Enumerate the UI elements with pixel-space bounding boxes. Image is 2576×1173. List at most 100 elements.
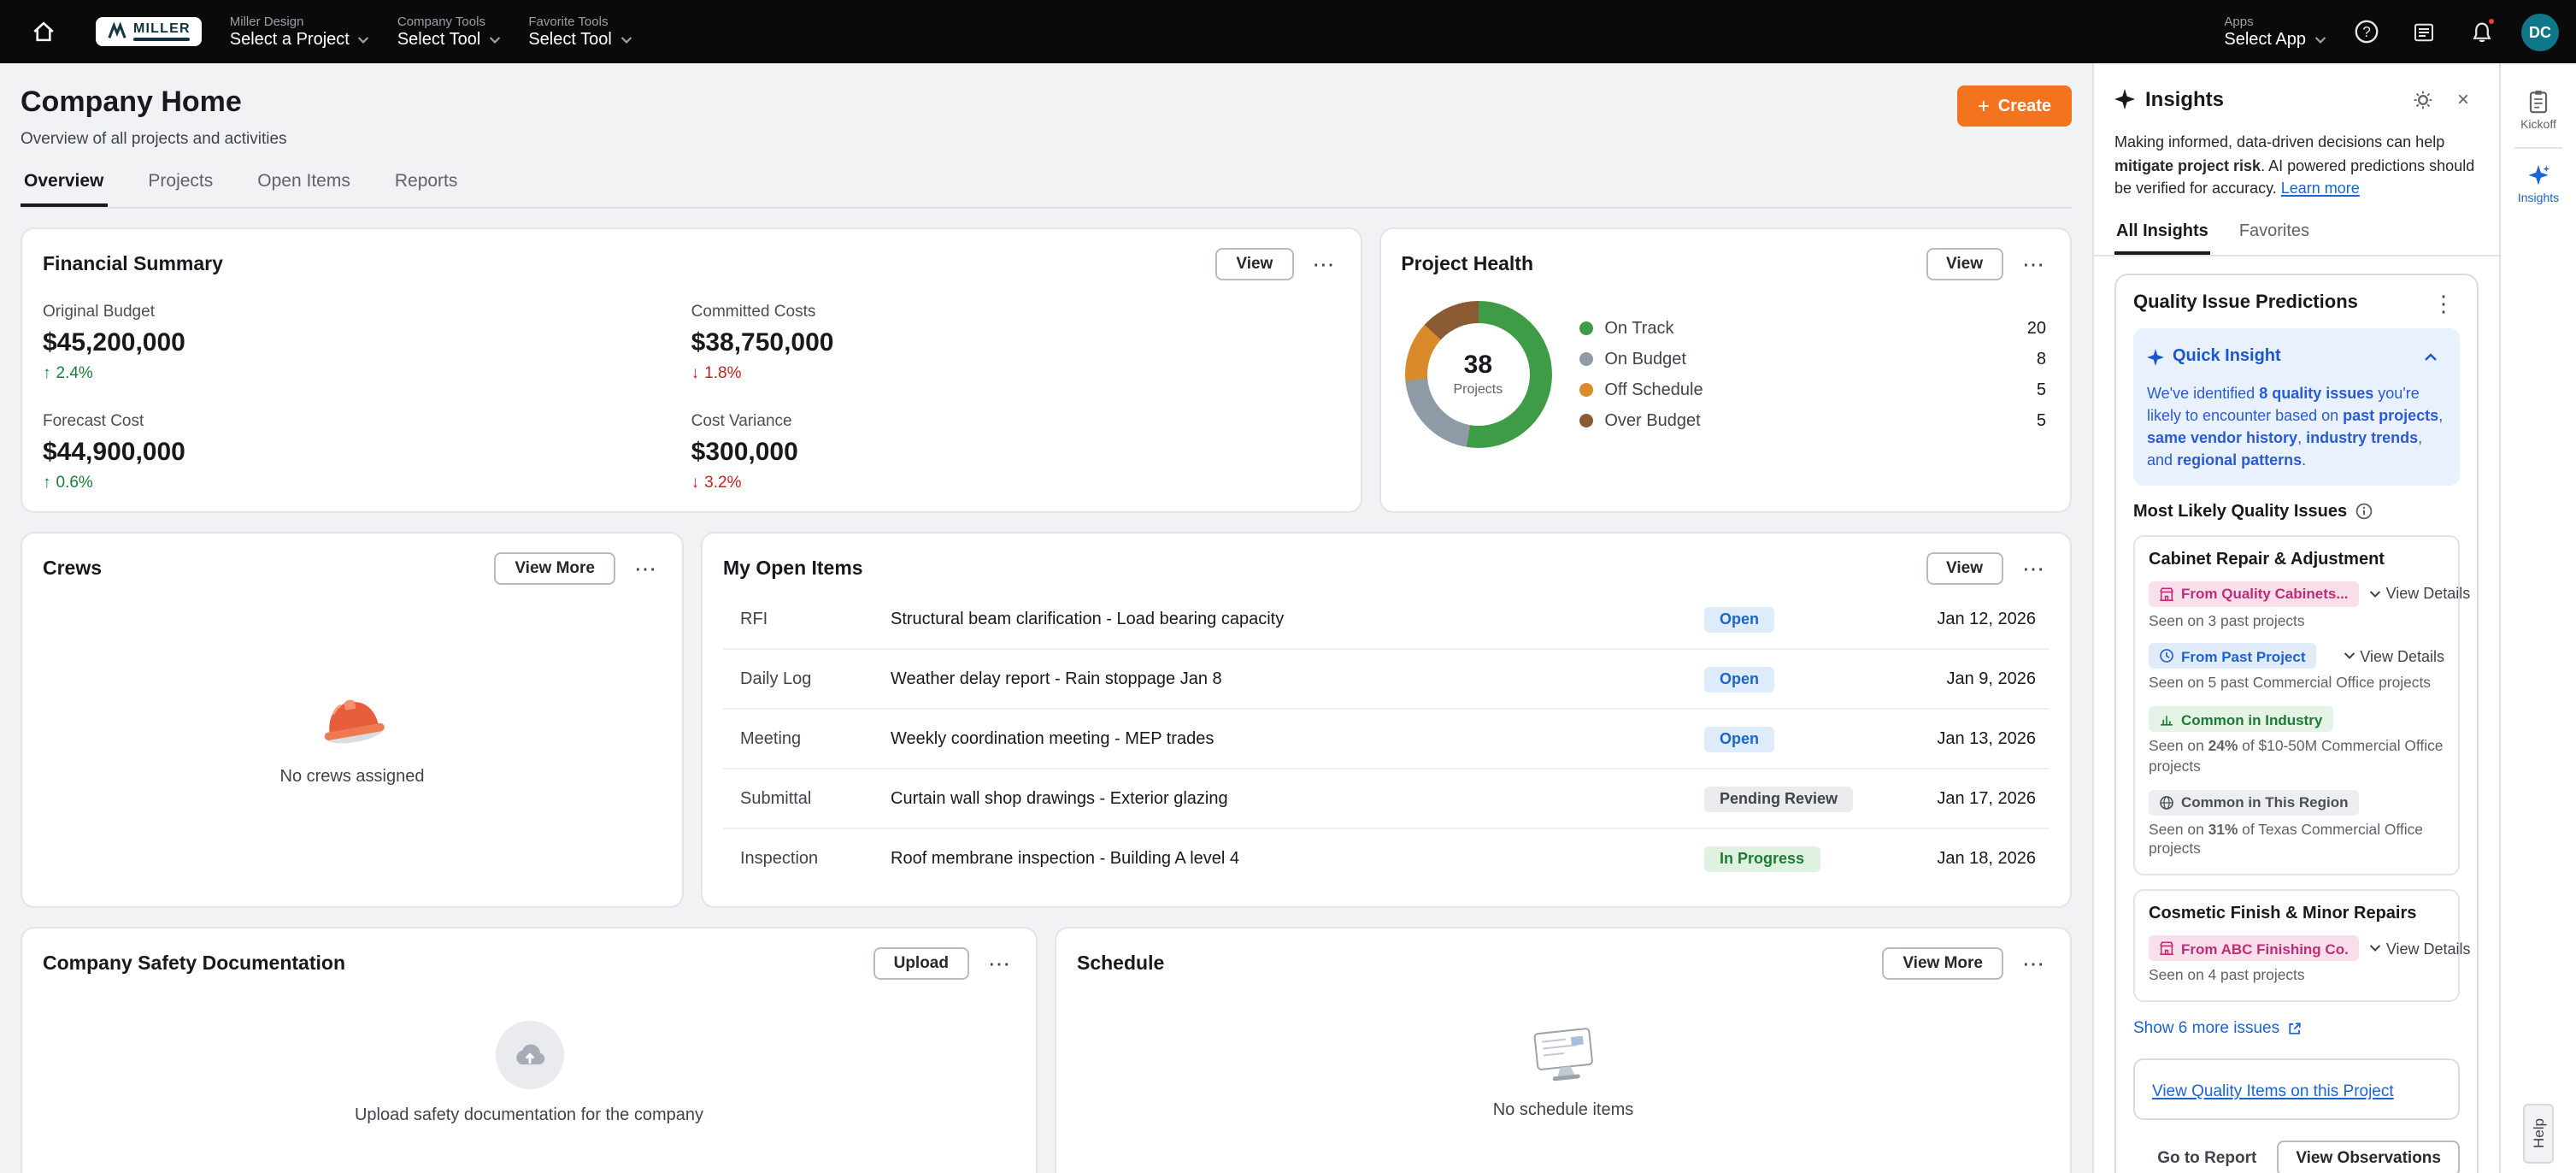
- notifications-button[interactable]: [2463, 13, 2501, 50]
- bar-chart-icon: [2161, 716, 2173, 726]
- crews-card: Crews View More ⋯ No crews assigned: [21, 532, 684, 908]
- view-quality-items-link[interactable]: View Quality Items on this Project: [2152, 1082, 2394, 1101]
- project-health-card: Project Health View ⋯ 38 Projects On Tr: [1379, 227, 2072, 513]
- legend-value: 5: [2036, 411, 2046, 430]
- view-details-label: View Details: [2360, 647, 2444, 665]
- insight-signal: From ABC Finishing Co. View Details Seen…: [2149, 935, 2471, 986]
- tab-favorites[interactable]: Favorites: [2238, 215, 2311, 254]
- page-subtitle: Overview of all projects and activities: [21, 130, 287, 149]
- open-item-row[interactable]: RFI Structural beam clarification - Load…: [723, 590, 2050, 648]
- metric-label: Forecast Cost: [43, 412, 144, 431]
- legend-value: 8: [2036, 350, 2046, 368]
- view-details-button[interactable]: View Details: [2369, 940, 2471, 957]
- open-item-row[interactable]: Submittal Curtain wall shop drawings - E…: [723, 768, 2050, 828]
- open-item-row[interactable]: Meeting Weekly coordination meeting - ME…: [723, 708, 2050, 768]
- project-group-label: Miller Design: [229, 14, 304, 29]
- financial-summary-menu-button[interactable]: ⋯: [1307, 253, 1339, 275]
- tab-overview[interactable]: Overview: [21, 159, 108, 207]
- rail-item-kickoff[interactable]: Kickoff: [2501, 80, 2576, 140]
- home-icon: [32, 21, 53, 42]
- show-more-label: Show 6 more issues: [2133, 1018, 2280, 1038]
- industry-badge: Common in Industry: [2149, 706, 2333, 733]
- help-tab[interactable]: Help: [2523, 1102, 2554, 1163]
- company-tools-value: Select Tool: [397, 31, 481, 50]
- go-to-report-button[interactable]: Go to Report: [2157, 1148, 2257, 1168]
- safety-menu-button[interactable]: ⋯: [983, 952, 1015, 975]
- quick-insight-text: We've identified 8 quality issues you're…: [2147, 384, 2444, 469]
- tab-all-insights[interactable]: All Insights: [2114, 215, 2210, 254]
- view-observations-button[interactable]: View Observations: [2277, 1140, 2460, 1173]
- project-health-menu-button[interactable]: ⋯: [2017, 253, 2050, 275]
- tab-projects[interactable]: Projects: [144, 159, 216, 207]
- tab-reports[interactable]: Reports: [391, 159, 462, 207]
- show-more-issues-link[interactable]: Show 6 more issues: [2133, 1019, 2302, 1038]
- signal-detail: Seen on 4 past projects: [2149, 966, 2305, 984]
- my-open-items-menu-button[interactable]: ⋯: [2017, 557, 2050, 580]
- insights-settings-button[interactable]: [2407, 84, 2438, 115]
- legend-label: Off Schedule: [1604, 380, 1703, 399]
- info-icon[interactable]: [2355, 503, 2373, 520]
- legend-label: On Budget: [1604, 350, 1686, 368]
- clipboard-icon: [2529, 91, 2548, 114]
- favorite-tools-select[interactable]: Select Tool: [528, 31, 632, 50]
- legend-dot: [1579, 352, 1593, 366]
- metric-forecast-cost: Forecast Cost $44,900,000 ↑ 0.6%: [43, 412, 691, 492]
- company-tools-select[interactable]: Select Tool: [397, 31, 502, 50]
- building-icon: [2160, 586, 2173, 601]
- past-project-badge: From Past Project: [2149, 643, 2316, 669]
- metric-value: $300,000: [691, 438, 798, 467]
- tab-open-items[interactable]: Open Items: [254, 159, 354, 207]
- schedule-card: Schedule View More ⋯ No schedule items: [1055, 927, 2072, 1173]
- issue-title: Cabinet Repair & Adjustment: [2149, 550, 2385, 569]
- news-button[interactable]: [2405, 13, 2443, 50]
- badge-label: Common in Industry: [2181, 710, 2323, 728]
- insight-signal: Common in This Region Seen on 31% of Tex…: [2149, 789, 2444, 860]
- issue-card-cosmetic-finish: Cosmetic Finish & Minor Repairs From ABC…: [2133, 889, 2471, 1002]
- open-item-row[interactable]: Daily Log Weather delay report - Rain st…: [723, 648, 2050, 708]
- nav-right-cluster: Apps Select App ? DC: [2224, 13, 2559, 50]
- metric-delta-value: 0.6%: [56, 474, 93, 492]
- item-description: Structural beam clarification - Load bea…: [891, 610, 1285, 628]
- metric-delta-value: 1.8%: [704, 364, 742, 383]
- schedule-view-more-button[interactable]: View More: [1882, 947, 2003, 980]
- item-type: Meeting: [740, 729, 802, 748]
- schedule-menu-button[interactable]: ⋯: [2017, 952, 2050, 975]
- open-items-list: RFI Structural beam clarification - Load…: [723, 590, 2050, 887]
- crews-view-more-button[interactable]: View More: [494, 552, 615, 585]
- crews-menu-button[interactable]: ⋯: [629, 557, 662, 580]
- metric-value: $45,200,000: [43, 328, 185, 357]
- project-select[interactable]: Select a Project: [230, 31, 370, 50]
- project-health-view-button[interactable]: View: [1926, 248, 2003, 280]
- financial-summary-view-button[interactable]: View: [1215, 248, 1294, 280]
- legend-row: On Budget 8: [1579, 344, 2046, 374]
- view-details-button[interactable]: View Details: [2369, 585, 2470, 602]
- my-open-items-view-button[interactable]: View: [1926, 552, 2003, 585]
- view-details-button[interactable]: View Details: [2343, 648, 2444, 665]
- open-item-row[interactable]: Inspection Roof membrane inspection - Bu…: [723, 828, 2050, 887]
- item-description: Weekly coordination meeting - MEP trades: [891, 729, 1214, 748]
- safety-upload-button[interactable]: Upload: [873, 947, 969, 980]
- avatar[interactable]: DC: [2521, 13, 2559, 50]
- create-button[interactable]: + Create: [1956, 85, 2072, 127]
- most-likely-issues-title: Most Likely Quality Issues: [2133, 502, 2348, 522]
- rail-item-insights[interactable]: Insights: [2501, 156, 2576, 214]
- region-badge: Common in This Region: [2149, 789, 2359, 816]
- metric-original-budget: Original Budget $45,200,000 ↑ 2.4%: [43, 303, 691, 383]
- quick-insight-collapse-button[interactable]: [2415, 341, 2446, 372]
- help-button[interactable]: ?: [2347, 13, 2385, 50]
- quality-card-menu-button[interactable]: ⋮: [2427, 292, 2460, 314]
- status-badge: Open: [1704, 606, 1775, 632]
- item-date: Jan 18, 2026: [1937, 849, 2036, 868]
- schedule-title: Schedule: [1077, 953, 1165, 974]
- legend-dot: [1579, 383, 1593, 397]
- crews-title: Crews: [43, 558, 103, 579]
- learn-more-link[interactable]: Learn more: [2280, 180, 2360, 197]
- home-button[interactable]: [17, 6, 68, 57]
- rail-divider: [2514, 147, 2562, 149]
- insights-close-button[interactable]: ×: [2448, 84, 2479, 115]
- company-tools-group: Company Tools Select Tool: [397, 14, 502, 50]
- issue-card-cabinet-repair: Cabinet Repair & Adjustment From Quality…: [2133, 534, 2470, 876]
- apps-select[interactable]: Select App: [2224, 31, 2326, 50]
- right-rail: Kickoff Insights Help: [2499, 63, 2576, 1173]
- sparkle-icon: [2147, 348, 2164, 365]
